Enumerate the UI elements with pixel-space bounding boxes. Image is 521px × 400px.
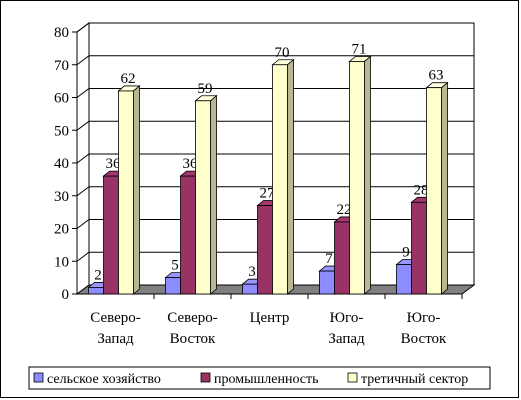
bar <box>242 283 258 295</box>
legend-label: сельское хозяйство <box>47 372 161 387</box>
legend-swatch <box>200 372 211 383</box>
legend <box>28 366 491 390</box>
data-label: 71 <box>352 41 367 57</box>
gridline <box>76 22 474 33</box>
legend-swatch <box>33 372 44 383</box>
y-tick-label: 80 <box>54 25 69 41</box>
gridline <box>76 55 474 66</box>
y-tick-label: 20 <box>54 222 69 238</box>
bar <box>88 287 104 295</box>
bar <box>118 90 134 295</box>
data-label: 2 <box>94 267 102 283</box>
data-label: 59 <box>198 81 213 97</box>
data-label: 9 <box>402 245 410 261</box>
gridline <box>76 120 474 131</box>
data-label: 3 <box>248 264 256 280</box>
legend-label: промышленность <box>214 372 319 387</box>
y-tick-label: 50 <box>54 123 69 139</box>
bar <box>396 264 412 295</box>
bar <box>411 201 427 295</box>
bar-side <box>210 94 217 295</box>
gridline <box>76 88 474 98</box>
y-tick-label: 60 <box>54 91 69 107</box>
data-label: 63 <box>429 68 444 84</box>
data-label: 27 <box>260 186 276 202</box>
gridline <box>76 186 474 197</box>
data-label: 62 <box>121 71 136 87</box>
bar <box>257 205 273 295</box>
data-label: 36 <box>183 156 199 172</box>
gridline <box>76 153 474 164</box>
y-tick-label: 70 <box>54 58 69 74</box>
x-tick-label: Юго-Запад <box>328 310 365 347</box>
bar <box>165 277 181 295</box>
y-tick-label: 10 <box>54 254 69 270</box>
bar-side <box>364 55 371 295</box>
y-tick-label: 40 <box>54 156 69 172</box>
data-label: 22 <box>337 202 352 218</box>
data-label: 70 <box>275 45 290 61</box>
bar <box>180 175 196 295</box>
data-label: 5 <box>171 258 179 274</box>
data-label: 36 <box>106 156 122 172</box>
legend-label: третичный сектор <box>361 372 468 387</box>
x-tick-label: Северо-Восток <box>167 310 218 347</box>
y-tick-label: 30 <box>54 189 69 205</box>
bar <box>103 175 119 295</box>
bar <box>319 270 335 295</box>
data-label: 7 <box>325 251 333 267</box>
legend-swatch <box>347 372 358 383</box>
bar <box>195 100 211 295</box>
bar-side <box>133 85 140 295</box>
bar <box>349 61 365 295</box>
bar <box>426 87 442 295</box>
y-tick-label: 0 <box>62 287 70 303</box>
x-tick-label: Центр <box>250 310 290 326</box>
bar-side <box>287 58 294 295</box>
x-tick-label: Юго-Восток <box>401 310 447 347</box>
bar-side <box>441 81 448 295</box>
bar <box>334 221 350 295</box>
data-label: 28 <box>414 182 429 198</box>
bar <box>272 64 288 295</box>
x-tick-label: Северо-Запад <box>90 310 141 347</box>
